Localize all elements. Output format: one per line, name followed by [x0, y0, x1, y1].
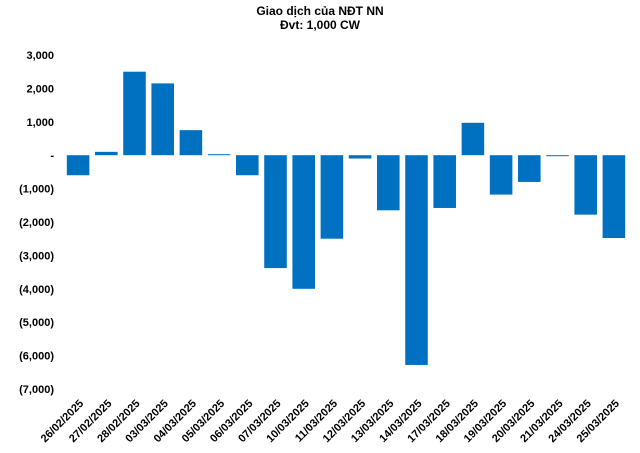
- y-axis: 3,000 2,000 1,000 - (1,000) (2,000) (3,000) (4,…: [19, 50, 54, 396]
- bar: [348, 155, 372, 159]
- x-axis: 26/02/202527/02/202528/02/202503/03/2025…: [39, 398, 622, 445]
- bar: [518, 155, 541, 182]
- bar: [123, 71, 146, 156]
- y-tick-label: (2,000): [19, 217, 54, 229]
- y-tick-label: (7,000): [19, 384, 54, 396]
- y-tick-label: -: [50, 150, 54, 162]
- y-tick-label: 2,000: [26, 83, 54, 95]
- bar: [292, 155, 315, 289]
- bar: [461, 122, 485, 156]
- bar: [66, 155, 90, 176]
- bar: [151, 83, 174, 156]
- bars: [66, 71, 626, 365]
- chart-subtitle: Đvt: 1,000 CW: [279, 18, 361, 32]
- y-tick-label: (3,000): [19, 250, 54, 262]
- y-tick-label: 1,000: [26, 117, 54, 129]
- bar: [489, 155, 513, 195]
- y-tick-label: (1,000): [19, 184, 54, 196]
- bar: [95, 151, 118, 156]
- y-tick-label: (6,000): [19, 351, 54, 363]
- bar: [236, 155, 259, 176]
- bar: [546, 155, 569, 157]
- y-tick-label: 3,000: [26, 50, 54, 62]
- chart-title: Giao dịch của NĐT NN: [256, 4, 384, 18]
- bar: [574, 155, 597, 215]
- bar: [433, 155, 456, 208]
- bar: [377, 155, 400, 211]
- bar: [405, 155, 428, 365]
- bar: [320, 155, 344, 239]
- bar: [602, 155, 626, 239]
- bar: [264, 155, 287, 269]
- chart-title-block: Giao dịch của NĐT NN Đvt: 1,000 CW: [0, 4, 640, 32]
- y-tick-label: (5,000): [19, 317, 54, 329]
- bar: [179, 130, 203, 156]
- y-tick-label: (4,000): [19, 284, 54, 296]
- bar: [207, 154, 231, 156]
